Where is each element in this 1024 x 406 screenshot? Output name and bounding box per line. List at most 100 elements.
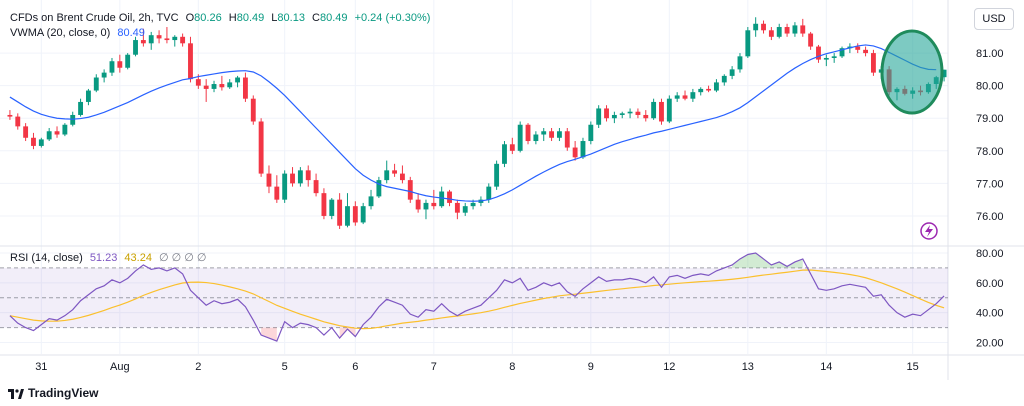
price-axis-label: 77.00 [976,178,1004,190]
high-value: 80.49 [236,12,265,24]
candle-body [462,206,468,213]
candle-body [494,163,500,187]
time-axis-label: 8 [509,361,515,373]
candle-body [93,77,99,91]
rsi-axis-label: 60.00 [976,278,1004,290]
candle-body [101,72,107,78]
candle-body [502,144,507,164]
candle-body [219,84,225,88]
candle-body [360,206,366,223]
vwma-legend: VWMA (20, close, 0) 80.49 [10,27,149,39]
candle-body [706,88,712,91]
close-label: C [312,12,320,24]
candle-body [345,206,350,226]
candle-body [855,46,861,50]
candle-body [808,33,814,47]
candle-body [352,206,358,223]
price-axis-label: 79.00 [976,113,1004,125]
rsi-label[interactable]: RSI (14, close) [10,252,83,264]
candle-body [392,170,398,174]
candle-body [258,121,264,174]
candle-body [588,124,594,142]
candle-body [125,54,131,68]
tradingview-logo-text: TradingView [28,386,99,400]
candle-body [376,180,382,197]
time-axis-label: 31 [35,361,47,373]
rsi-oversold-fill [261,327,277,342]
candle-body [517,124,523,151]
candle-body [46,131,52,140]
candle-body [572,147,578,158]
candle-body [195,79,201,86]
candle-body [313,180,319,194]
candle-body [776,27,782,37]
candle-body [541,131,547,135]
time-axis-label: 13 [742,361,754,373]
candle-body [415,199,421,210]
candle-body [753,23,759,31]
low-value: 80.13 [277,12,305,24]
symbol-label[interactable]: CFDs on Brent Crude Oil, 2h, TVC [10,12,179,24]
time-axis-label: 14 [820,361,832,373]
candle-body [62,124,68,135]
candle-body [203,85,209,89]
candle-body [823,57,829,60]
candle-body [549,131,555,138]
candle-body [23,126,29,138]
time-axis-label: 2 [195,361,201,373]
tradingview-logo[interactable]: TradingView [8,386,98,400]
rsi-line [9,252,945,342]
candle-body [282,173,288,200]
high-label: H [228,12,237,24]
candle-body [290,173,295,184]
candle-body [698,88,704,93]
candle-body [870,53,876,73]
candle-body [188,43,193,80]
candle-body [659,101,664,122]
candle-body [627,111,633,114]
time-axis-label: 9 [588,361,594,373]
currency-button[interactable]: USD [974,8,1014,30]
candle-body [604,108,609,119]
candle-body [297,170,303,184]
vwma-value: 80.49 [117,27,145,39]
candle-body [70,114,76,125]
highlight-ellipse [880,29,944,115]
candle-body [305,170,311,181]
candle-body [666,98,672,122]
open-label: O [185,12,195,24]
candle-body [525,124,531,142]
change-value: +0.24 (+0.30%) [354,12,431,24]
candle-body [816,46,821,60]
vwma-label[interactable]: VWMA (20, close, 0) [10,27,111,39]
candle-body [682,95,688,99]
candle-body [737,56,743,70]
candle-body [133,40,138,55]
candle-body [156,35,162,39]
alert-bolt-circle [920,222,938,240]
time-axis-label: 7 [431,361,437,373]
candle-body [839,48,845,57]
candle-body [596,108,602,125]
candle-body [792,25,798,34]
alert-bolt-icon [920,222,938,240]
candle-body [454,202,460,213]
rsi-extra-values: ∅ ∅ ∅ ∅ [159,252,207,264]
candle-body [690,92,696,99]
low-label: L [271,12,278,24]
candle-body [831,56,837,58]
candle-body [78,101,84,115]
candle-body [643,114,649,119]
tradingview-logo-icon [8,388,24,399]
candle-body [250,98,256,122]
time-axis-label: Aug [110,361,130,373]
candle-body [729,69,735,76]
price-axis-label: 78.00 [976,146,1004,158]
candle-body [447,191,452,203]
rsi-oversold-fill [339,327,356,339]
candle-body [800,25,806,34]
candle-body [31,137,36,146]
time-axis-label: 6 [352,361,358,373]
